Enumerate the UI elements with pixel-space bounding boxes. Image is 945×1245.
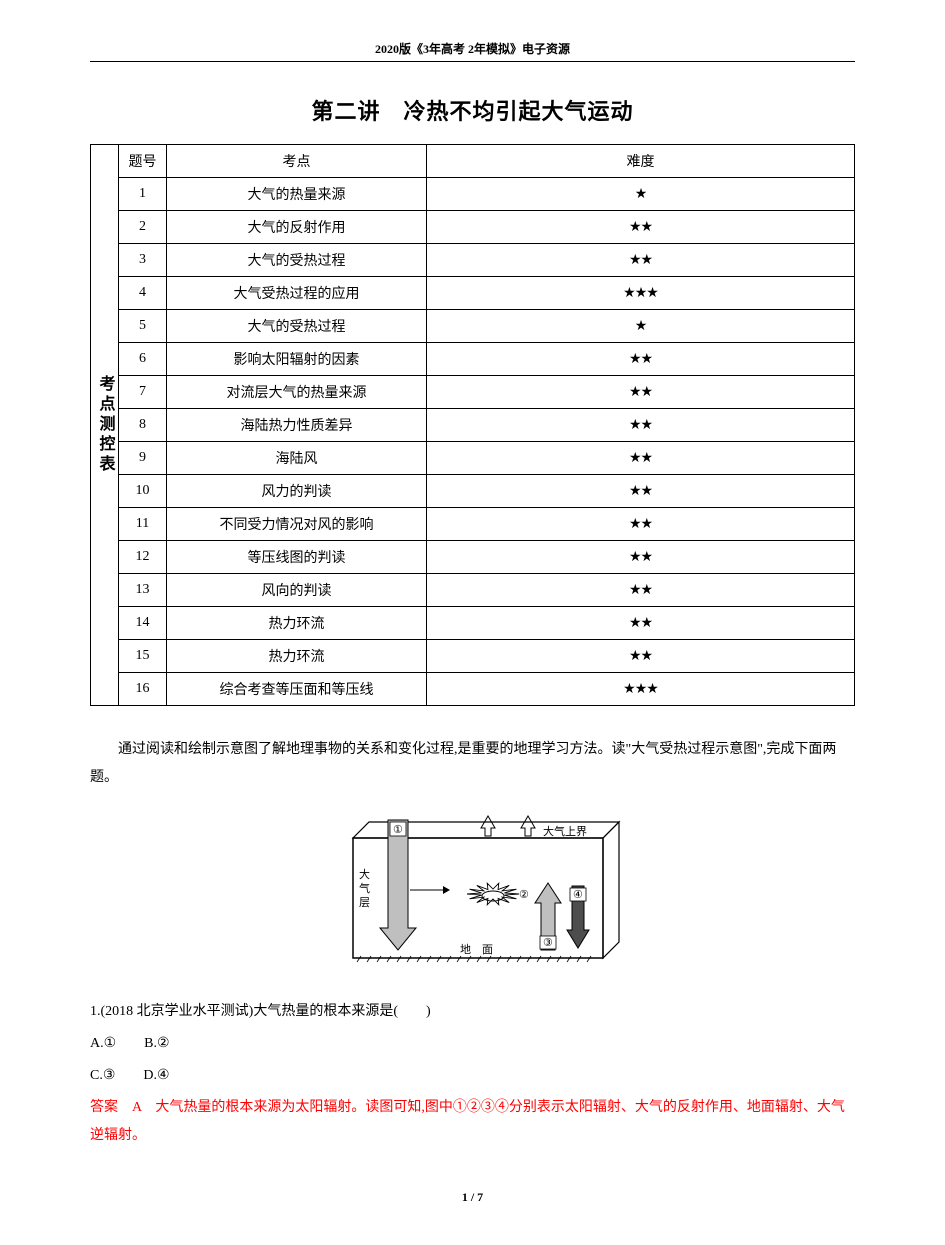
table-row: 4大气受热过程的应用★★★ (119, 277, 855, 310)
table-header-row: 题号 考点 难度 (119, 145, 855, 178)
cell-difficulty: ★★★ (427, 673, 855, 706)
cell-difficulty: ★★ (427, 211, 855, 244)
cell-difficulty: ★★ (427, 376, 855, 409)
cell-topic: 对流层大气的热量来源 (167, 376, 427, 409)
cell-num: 9 (119, 442, 167, 475)
svg-text:地 面: 地 面 (460, 943, 493, 956)
cell-topic: 不同受力情况对风的影响 (167, 508, 427, 541)
svg-text:③: ③ (543, 937, 553, 949)
topic-table-wrapper: 考点测控表 题号 考点 难度 1大气的热量来源★2大气的反射作用★★3大气的受热… (90, 144, 855, 706)
cell-topic: 综合考查等压面和等压线 (167, 673, 427, 706)
section-title: 第二讲 冷热不均引起大气运动 (90, 94, 855, 126)
cell-difficulty: ★★ (427, 607, 855, 640)
cell-topic: 风向的判读 (167, 574, 427, 607)
answer-text: 答案 A 大气热量的根本来源为太阳辐射。读图可知,图中①②③④分别表示太阳辐射、… (90, 1094, 855, 1150)
cell-difficulty: ★ (427, 310, 855, 343)
cell-num: 2 (119, 211, 167, 244)
cell-difficulty: ★★ (427, 508, 855, 541)
col-header-difficulty: 难度 (427, 145, 855, 178)
cell-topic: 大气的热量来源 (167, 178, 427, 211)
table-row: 12等压线图的判读★★ (119, 541, 855, 574)
cell-num: 1 (119, 178, 167, 211)
cell-difficulty: ★★ (427, 640, 855, 673)
cell-topic: 影响太阳辐射的因素 (167, 343, 427, 376)
options-line-2: C.③ D.④ (90, 1062, 855, 1090)
cell-difficulty: ★★ (427, 541, 855, 574)
cell-topic: 风力的判读 (167, 475, 427, 508)
table-row: 1大气的热量来源★ (119, 178, 855, 211)
table-row: 7对流层大气的热量来源★★ (119, 376, 855, 409)
table-row: 16综合考查等压面和等压线★★★ (119, 673, 855, 706)
cell-num: 15 (119, 640, 167, 673)
cell-num: 10 (119, 475, 167, 508)
svg-text:④: ④ (573, 889, 583, 901)
cell-num: 8 (119, 409, 167, 442)
svg-text:层: 层 (359, 896, 370, 909)
cell-topic: 海陆风 (167, 442, 427, 475)
cell-difficulty: ★★ (427, 574, 855, 607)
table-row: 10风力的判读★★ (119, 475, 855, 508)
svg-text:气: 气 (359, 881, 370, 895)
page-number: 1 / 7 (90, 1190, 855, 1205)
cell-difficulty: ★★★ (427, 277, 855, 310)
cell-num: 11 (119, 508, 167, 541)
table-row: 9海陆风★★ (119, 442, 855, 475)
page-header: 2020版《3年高考 2年模拟》电子资源 (90, 40, 855, 62)
cell-topic: 大气受热过程的应用 (167, 277, 427, 310)
heating-process-diagram: 大气上界地 面 大气层 ① ② ③ ④ (323, 808, 623, 978)
table-row: 13风向的判读★★ (119, 574, 855, 607)
cell-topic: 大气的受热过程 (167, 310, 427, 343)
svg-text:大气上界: 大气上界 (543, 824, 587, 838)
intro-paragraph: 通过阅读和绘制示意图了解地理事物的关系和变化过程,是重要的地理学习方法。读"大气… (90, 736, 855, 792)
table-row: 11不同受力情况对风的影响★★ (119, 508, 855, 541)
table-row: 8海陆热力性质差异★★ (119, 409, 855, 442)
svg-text:①: ① (393, 824, 403, 836)
cell-num: 4 (119, 277, 167, 310)
cell-difficulty: ★★ (427, 475, 855, 508)
cell-difficulty: ★★ (427, 409, 855, 442)
cell-topic: 热力环流 (167, 607, 427, 640)
cell-topic: 大气的反射作用 (167, 211, 427, 244)
table-row: 14热力环流★★ (119, 607, 855, 640)
table-row: 2大气的反射作用★★ (119, 211, 855, 244)
question-stem: 1.(2018 北京学业水平测试)大气热量的根本来源是( ) (90, 998, 855, 1026)
cell-topic: 大气的受热过程 (167, 244, 427, 277)
col-header-num: 题号 (119, 145, 167, 178)
col-header-topic: 考点 (167, 145, 427, 178)
cell-num: 12 (119, 541, 167, 574)
table-row: 5大气的受热过程★ (119, 310, 855, 343)
cell-difficulty: ★★ (427, 343, 855, 376)
cell-topic: 等压线图的判读 (167, 541, 427, 574)
table-row: 6影响太阳辐射的因素★★ (119, 343, 855, 376)
cell-num: 16 (119, 673, 167, 706)
cell-num: 14 (119, 607, 167, 640)
table-side-label: 考点测控表 (90, 144, 118, 706)
cell-num: 7 (119, 376, 167, 409)
cell-difficulty: ★★ (427, 244, 855, 277)
cell-num: 6 (119, 343, 167, 376)
svg-text:②: ② (519, 889, 529, 901)
cell-topic: 海陆热力性质差异 (167, 409, 427, 442)
cell-difficulty: ★★ (427, 442, 855, 475)
table-row: 15热力环流★★ (119, 640, 855, 673)
cell-num: 3 (119, 244, 167, 277)
svg-text:大: 大 (359, 867, 370, 881)
cell-num: 13 (119, 574, 167, 607)
topic-table: 题号 考点 难度 1大气的热量来源★2大气的反射作用★★3大气的受热过程★★4大… (118, 144, 855, 706)
cell-topic: 热力环流 (167, 640, 427, 673)
options-line-1: A.① B.② (90, 1030, 855, 1058)
cell-num: 5 (119, 310, 167, 343)
cell-difficulty: ★ (427, 178, 855, 211)
table-row: 3大气的受热过程★★ (119, 244, 855, 277)
